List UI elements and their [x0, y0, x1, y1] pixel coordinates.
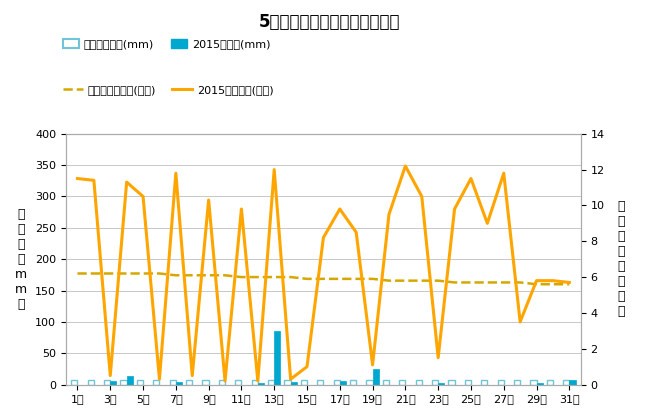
Bar: [498, 380, 504, 385]
Bar: [176, 382, 182, 385]
Bar: [563, 380, 570, 385]
Bar: [235, 380, 242, 385]
Bar: [537, 383, 543, 385]
Bar: [570, 380, 576, 385]
Bar: [317, 380, 323, 385]
Bar: [465, 380, 471, 385]
Bar: [258, 383, 264, 385]
Bar: [170, 380, 176, 385]
Bar: [416, 380, 422, 385]
Bar: [383, 380, 389, 385]
Bar: [448, 380, 455, 385]
Bar: [251, 380, 258, 385]
Legend: 降水量平年値(mm), 2015降水量(mm): 降水量平年値(mm), 2015降水量(mm): [58, 35, 275, 54]
Bar: [333, 380, 340, 385]
Text: 5月降水量・日照時間（日別）: 5月降水量・日照時間（日別）: [259, 13, 401, 31]
Bar: [481, 380, 487, 385]
Bar: [137, 380, 143, 385]
Y-axis label: 日
照
時
間
（
時
間
）: 日 照 時 間 （ 時 間 ）: [618, 200, 625, 318]
Bar: [399, 380, 405, 385]
Bar: [203, 380, 209, 385]
Bar: [514, 380, 520, 385]
Bar: [88, 380, 94, 385]
Bar: [301, 380, 307, 385]
Legend: 日照時間平年値(時間), 2015日照時間(時間): 日照時間平年値(時間), 2015日照時間(時間): [58, 81, 278, 100]
Bar: [366, 380, 373, 385]
Bar: [350, 380, 356, 385]
Bar: [432, 380, 438, 385]
Bar: [127, 377, 133, 385]
Bar: [120, 380, 127, 385]
Bar: [546, 380, 553, 385]
Bar: [71, 380, 77, 385]
Bar: [268, 380, 274, 385]
Bar: [373, 369, 379, 385]
Bar: [340, 381, 346, 385]
Bar: [290, 382, 297, 385]
Bar: [274, 331, 280, 385]
Bar: [219, 380, 225, 385]
Bar: [110, 381, 117, 385]
Bar: [530, 380, 537, 385]
Y-axis label: 降
水
量
（
m
m
）: 降 水 量 （ m m ）: [15, 208, 27, 311]
Bar: [186, 380, 192, 385]
Bar: [438, 383, 444, 385]
Bar: [284, 380, 290, 385]
Bar: [104, 380, 110, 385]
Bar: [153, 380, 160, 385]
